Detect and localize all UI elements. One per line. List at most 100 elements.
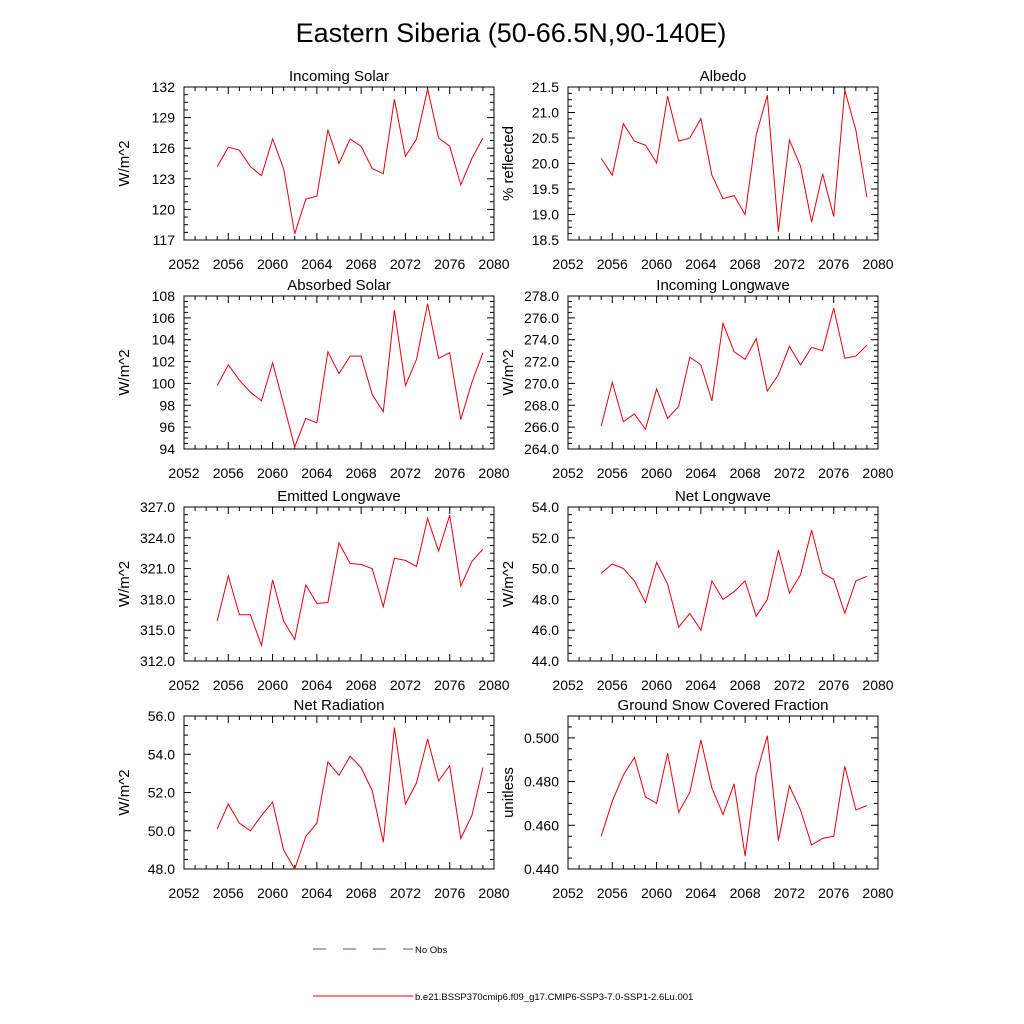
x-tick-label: 2072 xyxy=(774,677,805,693)
y-tick-label: 327.0 xyxy=(140,499,175,515)
panel-title: Incoming Solar xyxy=(289,68,389,85)
y-tick-label: 104 xyxy=(152,332,176,348)
y-tick-label: 264.0 xyxy=(524,441,559,457)
y-tick-label: 56.0 xyxy=(148,708,175,724)
x-tick-label: 2060 xyxy=(257,256,288,272)
y-tick-label: 44.0 xyxy=(532,653,559,669)
y-tick-label: 100 xyxy=(152,375,176,391)
legend-label-no-obs: No Obs xyxy=(415,945,447,956)
y-tick-label: 268.0 xyxy=(524,397,559,413)
x-tick-label: 2052 xyxy=(168,677,199,693)
x-tick-label: 2080 xyxy=(478,256,509,272)
x-tick-label: 2052 xyxy=(168,256,199,272)
figure-title: Eastern Siberia (50-66.5N,90-140E) xyxy=(296,18,727,48)
y-tick-label: 50.0 xyxy=(148,823,175,839)
y-tick-label: 132 xyxy=(152,79,176,95)
y-axis-label: W/m^2 xyxy=(116,769,133,815)
plot-frame xyxy=(567,715,879,870)
x-tick-label: 2072 xyxy=(774,256,805,272)
y-tick-label: 19.0 xyxy=(532,207,559,223)
y-tick-label: 270.0 xyxy=(524,375,559,391)
x-tick-label: 2080 xyxy=(862,677,893,693)
x-tick-label: 2080 xyxy=(478,677,509,693)
y-axis-label: W/m^2 xyxy=(116,349,133,395)
y-tick-label: 123 xyxy=(152,171,176,187)
x-tick-label: 2076 xyxy=(434,256,465,272)
y-tick-label: 21.0 xyxy=(532,105,559,121)
panel-title: Emitted Longwave xyxy=(277,488,400,505)
y-tick-label: 54.0 xyxy=(532,499,559,515)
panel-1: Albedo % reflected 2052 2056 2060 2064 2068 207… xyxy=(500,68,894,272)
x-tick-label: 2056 xyxy=(597,256,628,272)
x-tick-label: 2064 xyxy=(301,885,332,901)
panel-title: Net Longwave xyxy=(675,488,771,505)
x-tick-label: 2076 xyxy=(434,677,465,693)
x-tick-label: 2076 xyxy=(818,885,849,901)
x-tick-label: 2056 xyxy=(213,256,244,272)
y-axis-label: unitless xyxy=(500,767,517,818)
y-tick-label: 117 xyxy=(153,232,176,248)
series-line xyxy=(600,735,868,856)
x-tick-label: 2072 xyxy=(390,885,421,901)
x-tick-label: 2080 xyxy=(862,465,893,481)
x-tick-label: 2076 xyxy=(818,677,849,693)
y-tick-label: 50.0 xyxy=(532,561,559,577)
y-tick-label: 18.5 xyxy=(532,232,559,248)
panel-title: Absorbed Solar xyxy=(287,277,390,294)
x-tick-label: 2056 xyxy=(597,465,628,481)
plot-frame xyxy=(183,715,495,870)
y-tick-label: 276.0 xyxy=(524,310,559,326)
x-tick-label: 2052 xyxy=(552,885,583,901)
x-tick-label: 2072 xyxy=(774,465,805,481)
y-tick-label: 120 xyxy=(152,201,176,217)
y-tick-label: 0.480 xyxy=(524,774,559,790)
panel-5: Net Longwave W/m^2 2052 2056 2060 2064 2068 207… xyxy=(500,488,894,693)
series-line xyxy=(216,515,484,648)
y-tick-label: 106 xyxy=(152,310,176,326)
panel-title: Albedo xyxy=(700,68,747,85)
x-tick-label: 2064 xyxy=(685,885,716,901)
x-tick-label: 2056 xyxy=(597,677,628,693)
plot-frame xyxy=(567,506,879,662)
x-tick-label: 2068 xyxy=(730,677,761,693)
y-axis-label: % reflected xyxy=(500,126,517,201)
legend-label-model: b.e21.BSSP370cmip6.f09_g17.CMIP6-SSP3-7.… xyxy=(415,992,693,1003)
panel-7: Ground Snow Covered Fraction unitless 2052… xyxy=(500,697,894,901)
x-tick-label: 2068 xyxy=(346,885,377,901)
x-tick-label: 2076 xyxy=(434,465,465,481)
y-tick-label: 315.0 xyxy=(140,622,175,638)
panel-0: Incoming Solar W/m^2 2052 2056 2060 2064 2068 2… xyxy=(116,68,510,272)
x-tick-label: 2072 xyxy=(390,677,421,693)
y-tick-label: 94 xyxy=(159,441,175,457)
x-tick-label: 2068 xyxy=(730,465,761,481)
x-tick-label: 2052 xyxy=(168,465,199,481)
x-tick-label: 2052 xyxy=(552,256,583,272)
panels: Incoming Solar W/m^2 2052 2056 2060 2064 2068 2… xyxy=(116,68,894,901)
y-tick-label: 54.0 xyxy=(148,746,175,762)
series-line xyxy=(600,529,868,632)
plot-frame xyxy=(567,295,879,450)
y-tick-label: 108 xyxy=(152,288,176,304)
y-tick-label: 129 xyxy=(152,110,176,126)
x-tick-label: 2080 xyxy=(478,885,509,901)
x-tick-label: 2064 xyxy=(685,465,716,481)
x-tick-label: 2064 xyxy=(685,677,716,693)
x-tick-label: 2060 xyxy=(641,465,672,481)
y-axis-label: W/m^2 xyxy=(116,561,133,607)
x-tick-label: 2056 xyxy=(213,465,244,481)
x-tick-label: 2056 xyxy=(597,885,628,901)
x-tick-label: 2064 xyxy=(301,677,332,693)
x-tick-label: 2052 xyxy=(168,885,199,901)
x-tick-label: 2068 xyxy=(346,256,377,272)
x-tick-label: 2064 xyxy=(301,465,332,481)
x-tick-label: 2068 xyxy=(346,465,377,481)
y-tick-label: 46.0 xyxy=(532,622,559,638)
x-tick-label: 2068 xyxy=(730,885,761,901)
y-axis-label: W/m^2 xyxy=(500,561,517,607)
legend: No Obs b.e21.BSSP370cmip6.f09_g17.CMIP6-… xyxy=(313,945,693,1003)
x-tick-label: 2052 xyxy=(552,465,583,481)
panel-4: Emitted Longwave W/m^2 2052 2056 2060 2064 206… xyxy=(116,488,510,693)
series-line xyxy=(216,727,484,871)
y-tick-label: 312.0 xyxy=(140,653,175,669)
